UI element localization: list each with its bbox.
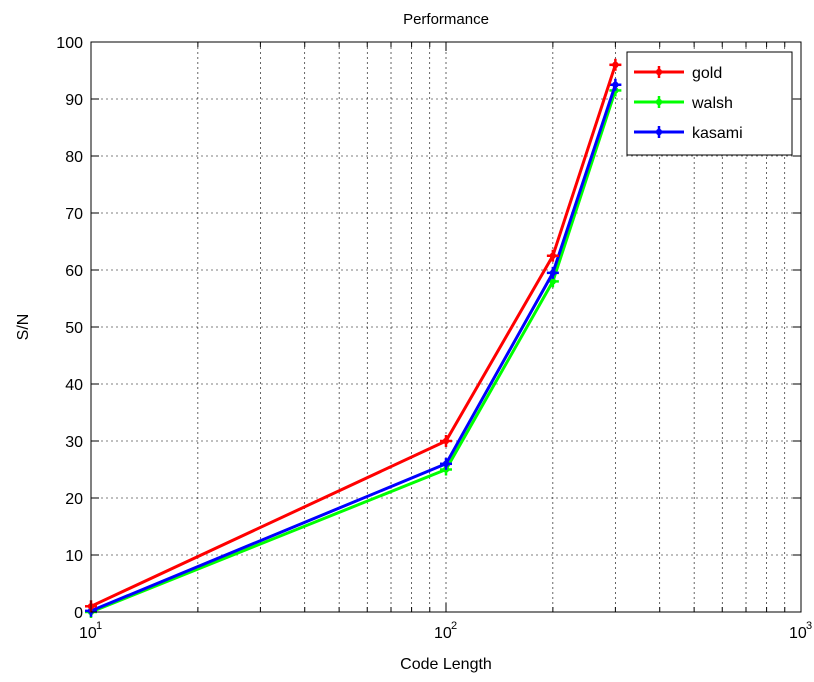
marker-dot — [612, 61, 619, 68]
y-tick-label: 100 — [56, 35, 83, 52]
x-tick-exponent: 1 — [96, 620, 102, 632]
x-tick-label: 10 — [789, 625, 807, 642]
y-tick-label: 90 — [65, 92, 83, 109]
marker-dot — [549, 278, 557, 285]
series-line-walsh — [90, 89, 617, 614]
legend-label: kasami — [692, 125, 743, 142]
x-tick-labels: 10 1 10 2 10 3 — [79, 620, 812, 642]
x-axis-label: Code Length — [400, 656, 492, 673]
x-tick-exponent: 3 — [806, 620, 812, 632]
series-kasami — [85, 78, 622, 617]
data-point-gold — [609, 58, 622, 71]
x-tick-label: 10 — [434, 625, 452, 642]
y-tick-label: 30 — [65, 434, 83, 451]
x-tick-label: 10 — [79, 625, 97, 642]
y-axis-label: S/N — [15, 314, 32, 341]
legend-label: gold — [692, 65, 722, 82]
marker-dot — [442, 460, 450, 467]
legend: gold walsh kasami — [626, 51, 793, 156]
y-tick-labels: 0 10 20 30 40 50 60 70 80 90 100 — [56, 35, 83, 622]
legend-marker-dot — [655, 68, 663, 76]
y-tick-label: 20 — [65, 491, 83, 508]
data-point-gold — [440, 435, 452, 447]
data-point-kasami — [546, 266, 559, 279]
legend-item-gold: gold — [634, 65, 722, 82]
data-point-kasami — [440, 457, 452, 470]
series-line-kasami — [90, 84, 617, 613]
legend-item-walsh: walsh — [634, 95, 733, 112]
y-tick-label: 70 — [65, 206, 83, 223]
marker-dot — [442, 437, 450, 445]
chart-title: Performance — [403, 11, 489, 28]
series-line-gold — [90, 64, 617, 608]
y-tick-label: 0 — [74, 605, 83, 622]
y-tick-label: 80 — [65, 149, 83, 166]
legend-marker-dot — [655, 128, 663, 136]
y-tick-label: 10 — [65, 548, 83, 565]
marker-dot — [549, 252, 557, 259]
y-tick-label: 50 — [65, 320, 83, 337]
data-point-gold — [546, 249, 559, 262]
y-tick-label: 60 — [65, 263, 83, 280]
marker-dot — [612, 81, 619, 88]
data-point-kasami — [609, 78, 622, 91]
legend-marker-dot — [655, 98, 663, 106]
marker-dot — [549, 269, 557, 277]
y-tick-label: 40 — [65, 377, 83, 394]
x-tick-exponent: 2 — [451, 620, 457, 632]
axes-box — [90, 41, 802, 613]
legend-label: walsh — [691, 95, 733, 112]
legend-item-kasami: kasami — [634, 125, 743, 142]
